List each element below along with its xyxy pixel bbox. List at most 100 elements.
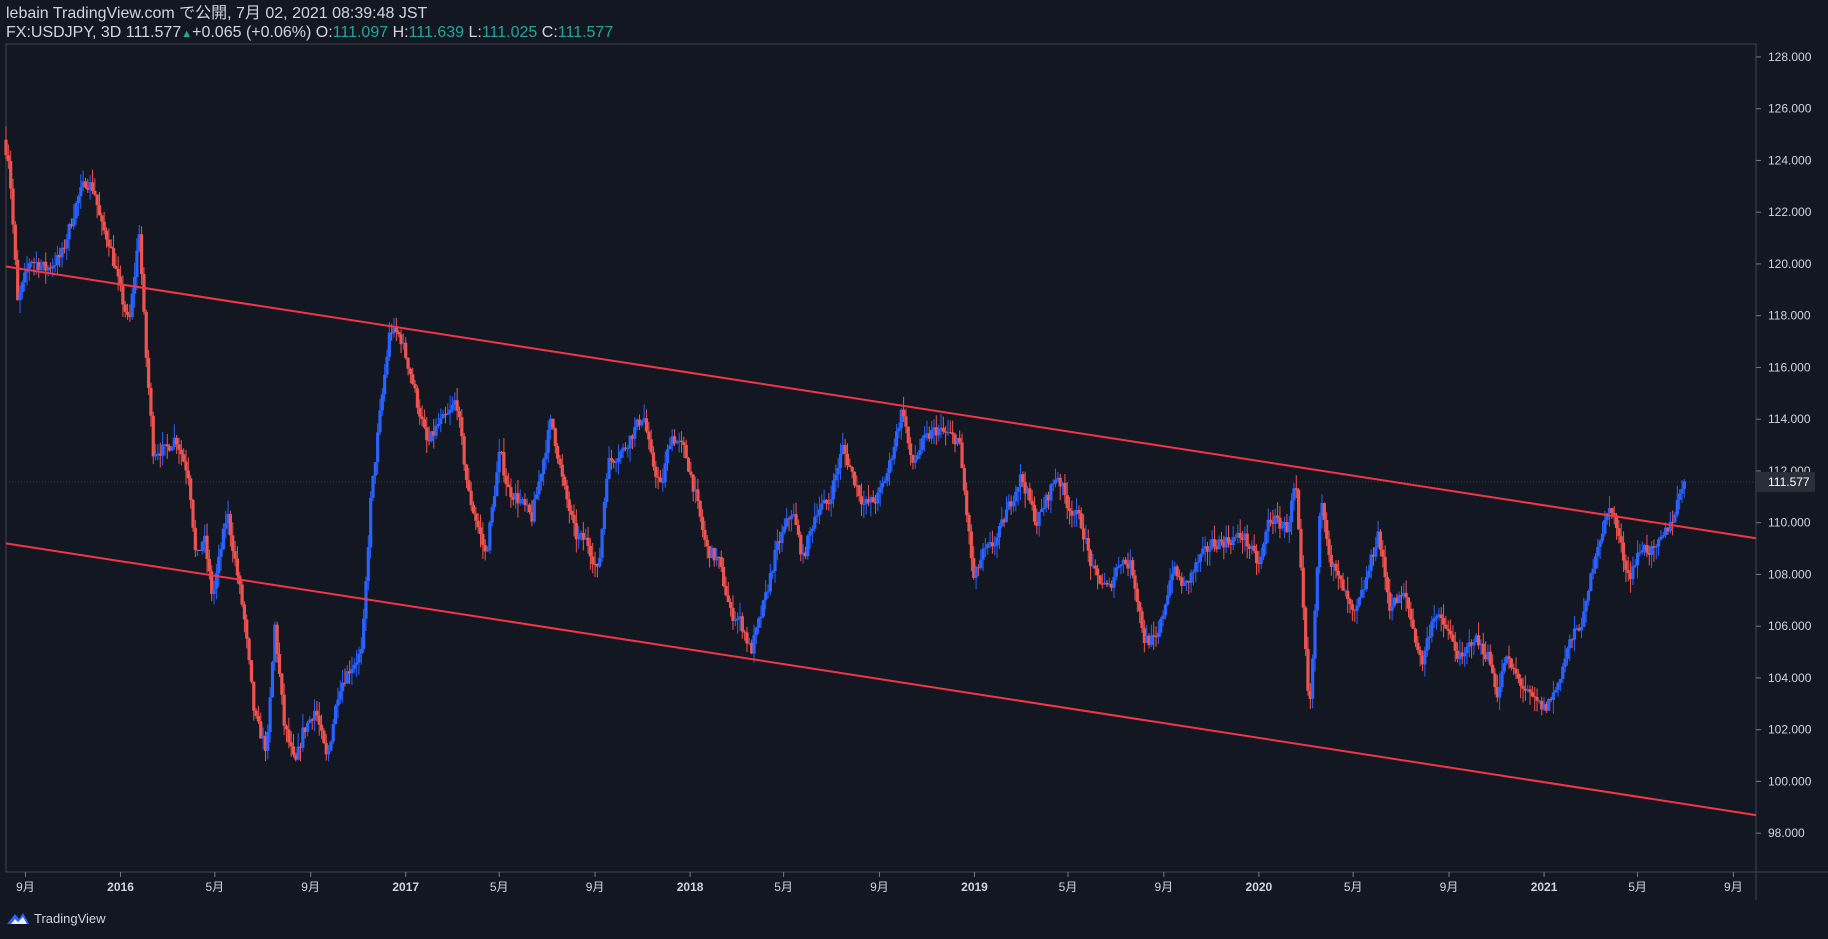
candle-body: [30, 261, 34, 264]
candle-body: [513, 493, 518, 500]
candle-body: [675, 441, 679, 444]
candle-body: [58, 254, 62, 258]
candle-body: [1542, 703, 1546, 710]
last-price-tag-bg: [1757, 471, 1815, 492]
candle-body: [1287, 522, 1291, 533]
candle-body: [1093, 565, 1097, 569]
candle-body: [1124, 559, 1128, 564]
candle-body: [6, 155, 10, 162]
candle-body: [1336, 570, 1340, 576]
candle-body: [23, 272, 27, 283]
x-tick-label: 2020: [1246, 880, 1273, 894]
candle-body: [118, 276, 123, 286]
candle-body: [153, 454, 158, 457]
candle-body: [1568, 639, 1572, 649]
candle-body: [757, 618, 761, 628]
candle-body: [698, 501, 702, 517]
candle-body: [764, 592, 768, 601]
candle-body: [280, 673, 284, 695]
candle-body: [591, 556, 595, 564]
candle-body: [535, 494, 539, 500]
candle-body: [937, 429, 941, 436]
candle-body: [252, 681, 256, 711]
candle-body: [1233, 536, 1238, 538]
candle-body: [1161, 615, 1165, 620]
candle-body: [682, 442, 686, 446]
candle-body: [820, 503, 824, 510]
candle-body: [1649, 546, 1654, 555]
candle-body: [775, 541, 779, 550]
candle-body: [700, 516, 705, 530]
candle-body: [866, 499, 871, 503]
candle-body: [32, 261, 36, 263]
candle-body: [911, 455, 915, 463]
candle-body: [563, 476, 567, 486]
candle-body: [1145, 635, 1149, 643]
candle-body: [1514, 668, 1518, 674]
candle-body: [855, 485, 859, 487]
candle-body: [1058, 477, 1062, 487]
candle-body: [1084, 537, 1088, 540]
candle-body: [37, 261, 41, 270]
candle-body: [401, 342, 405, 345]
candle-body: [20, 282, 24, 293]
candle-body: [570, 510, 574, 515]
candle-body: [827, 503, 831, 505]
candle-body: [642, 418, 646, 421]
candle-body: [1222, 541, 1226, 548]
candle-body: [869, 497, 873, 503]
candle-body: [665, 449, 670, 464]
candle-body: [953, 434, 957, 445]
candle-body: [633, 426, 637, 439]
candle-body: [1509, 658, 1513, 668]
candle-body: [1046, 494, 1051, 501]
candle-body: [4, 139, 8, 156]
candle-body: [1551, 692, 1556, 700]
candle-body: [425, 427, 429, 441]
candle-body: [771, 571, 775, 574]
x-tick-label: 2016: [107, 880, 134, 894]
candle-body: [224, 523, 228, 529]
candle-body: [1004, 509, 1009, 523]
candle-body: [1682, 481, 1686, 489]
candle-body: [247, 638, 251, 661]
candle-body: [1030, 500, 1034, 505]
candle-body: [691, 474, 695, 492]
candle-body: [1268, 519, 1273, 522]
candle-body: [906, 426, 910, 444]
candle-body: [287, 729, 291, 743]
candle-body: [121, 285, 125, 305]
candle-body: [1119, 564, 1123, 567]
candle-body: [1096, 568, 1100, 576]
price-axis: 128.000 126.000 124.000 122.000 120.000 118.0…: [1756, 50, 1812, 840]
candle-body: [193, 527, 197, 551]
candle-body: [186, 470, 190, 479]
candle-body: [219, 549, 223, 557]
x-tick-label: 5月: [1059, 880, 1078, 894]
candle-body: [1189, 572, 1193, 583]
candle-body: [579, 532, 583, 535]
candle-body: [878, 487, 882, 493]
candle-body: [1236, 532, 1240, 537]
candle-body: [684, 445, 688, 459]
candle-body: [787, 518, 791, 520]
candle-body: [1369, 554, 1373, 571]
candle-body: [256, 715, 261, 722]
candle-body: [1491, 664, 1495, 674]
candle-body: [1103, 582, 1107, 585]
x-tick-label: 9月: [1154, 880, 1173, 894]
y-tick-label: 102.000: [1768, 723, 1812, 737]
candle-body: [1633, 565, 1637, 567]
candle-body: [944, 431, 948, 433]
candle-body: [1107, 583, 1111, 585]
y-tick-label: 110.000: [1768, 516, 1811, 530]
x-tick-label: 5月: [490, 880, 509, 894]
candle-body: [714, 556, 719, 561]
candle-body: [1516, 673, 1520, 679]
candle-body: [1411, 619, 1415, 629]
candle-body: [1044, 494, 1048, 508]
candle-body: [834, 474, 838, 481]
candle-body: [686, 458, 691, 472]
candle-body: [1126, 563, 1130, 569]
